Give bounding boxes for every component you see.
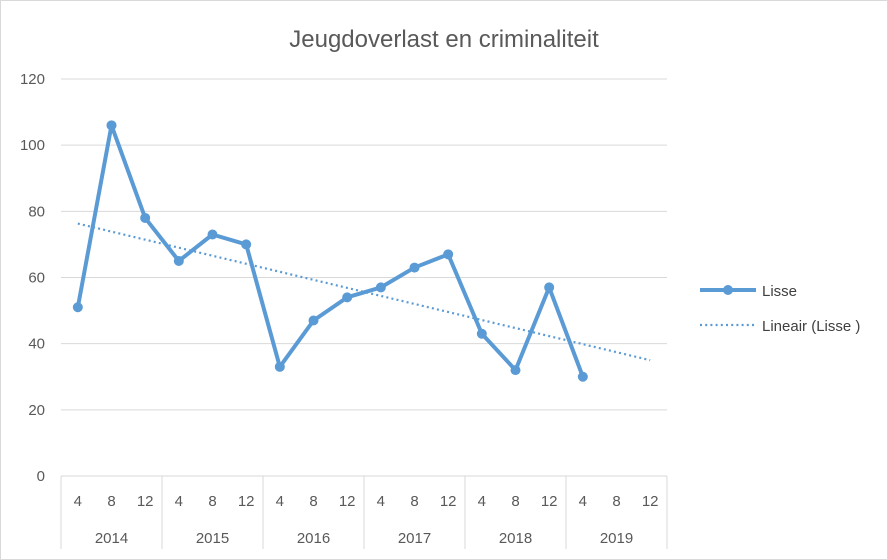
month-tick-label: 4 bbox=[377, 493, 385, 510]
month-tick-label: 12 bbox=[541, 493, 558, 510]
legend-trend-label: Lineair (Lisse ) bbox=[762, 318, 860, 335]
data-point bbox=[173, 255, 184, 266]
legend-series-label: Lisse bbox=[762, 283, 797, 300]
month-tick-label: 4 bbox=[276, 493, 284, 510]
trendline-layer bbox=[77, 222, 651, 362]
data-point bbox=[443, 249, 454, 260]
data-point bbox=[274, 361, 285, 372]
y-tick-label: 80 bbox=[28, 203, 45, 220]
month-tick-label: 4 bbox=[175, 493, 183, 510]
month-tick-label: 8 bbox=[208, 493, 216, 510]
month-tick-label: 4 bbox=[579, 493, 587, 510]
month-tick-label: 8 bbox=[107, 493, 115, 510]
month-tick-label: 8 bbox=[309, 493, 317, 510]
data-point bbox=[241, 239, 252, 250]
legend: Lisse Lineair (Lisse ) bbox=[700, 283, 860, 335]
month-tick-label: 8 bbox=[410, 493, 418, 510]
month-tick-label: 12 bbox=[440, 493, 457, 510]
data-point bbox=[207, 229, 218, 240]
data-point bbox=[72, 302, 83, 313]
data-point bbox=[140, 212, 151, 223]
legend-series-marker bbox=[723, 285, 733, 295]
year-label: 2014 bbox=[95, 530, 128, 547]
data-point bbox=[308, 315, 319, 326]
gridlines bbox=[61, 78, 667, 477]
month-tick-label: 4 bbox=[74, 493, 82, 510]
year-label: 2016 bbox=[297, 530, 330, 547]
data-point bbox=[544, 282, 555, 293]
data-point bbox=[577, 371, 588, 382]
y-tick-label: 0 bbox=[37, 468, 45, 485]
month-tick-label: 8 bbox=[511, 493, 519, 510]
data-point bbox=[476, 328, 487, 339]
month-tick-label: 12 bbox=[137, 493, 154, 510]
month-tick-label: 12 bbox=[238, 493, 255, 510]
month-tick-label: 12 bbox=[642, 493, 659, 510]
year-label: 2015 bbox=[196, 530, 229, 547]
series-line-lisse bbox=[75, 123, 585, 378]
data-point bbox=[342, 292, 353, 303]
y-tick-label: 40 bbox=[28, 336, 45, 353]
y-tick-label: 120 bbox=[20, 71, 45, 88]
y-tick-label: 20 bbox=[28, 402, 45, 419]
month-tick-label: 12 bbox=[339, 493, 356, 510]
chart-title: Jeugdoverlast en criminaliteit bbox=[289, 26, 599, 53]
data-point bbox=[106, 120, 117, 131]
data-point bbox=[409, 262, 420, 273]
trendline bbox=[77, 222, 651, 362]
y-tick-label: 60 bbox=[28, 270, 45, 287]
year-label: 2019 bbox=[600, 530, 633, 547]
y-axis: 0 20 40 60 80 100 120 bbox=[20, 71, 45, 485]
month-tick-label: 8 bbox=[612, 493, 620, 510]
series-layer bbox=[72, 120, 588, 382]
year-label: 2018 bbox=[499, 530, 532, 547]
year-label: 2017 bbox=[398, 530, 431, 547]
data-point bbox=[510, 365, 521, 376]
x-axis: 2014 2015 2016 2017 2018 2019 4 8 12 4 8 12 4 8 12 4 8 12… bbox=[60, 476, 668, 549]
y-tick-label: 100 bbox=[20, 137, 45, 154]
month-tick-label: 4 bbox=[478, 493, 486, 510]
data-point bbox=[375, 282, 386, 293]
